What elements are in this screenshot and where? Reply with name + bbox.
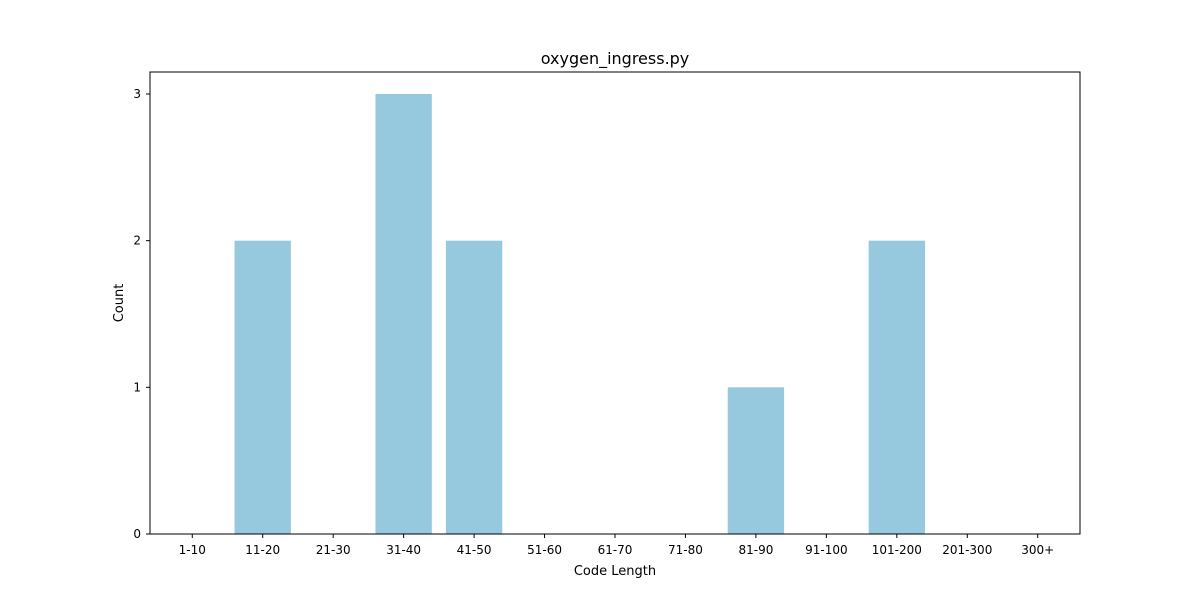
y-tick-label: 2: [133, 234, 141, 248]
bar-81-90: [727, 387, 785, 534]
plot-frame: [149, 71, 1081, 535]
y-tick-label: 1: [133, 380, 141, 394]
x-tick-label: 31-40: [386, 543, 421, 557]
y-axis-ticks: 0 1 2 3: [133, 87, 150, 541]
x-axis-label: Code Length: [574, 564, 656, 579]
bars: [234, 94, 925, 534]
x-tick-label: 71-80: [668, 543, 703, 557]
x-tick-label: 300+: [1021, 543, 1054, 557]
y-tick-label: 0: [133, 527, 141, 541]
x-tick-label: 101-200: [872, 543, 922, 557]
y-axis-label: Count: [112, 284, 127, 323]
x-axis-ticks: 1-10 11-20 21-30 31-40 41-50 51-60 61-70 71-80 8…: [179, 534, 1054, 557]
x-tick-label: 41-50: [457, 543, 492, 557]
x-tick-label: 11-20: [245, 543, 280, 557]
x-tick-label: 91-100: [805, 543, 848, 557]
y-tick-label: 3: [133, 87, 141, 101]
x-tick-label: 51-60: [527, 543, 562, 557]
x-tick-label: 21-30: [316, 543, 351, 557]
bar-31-40: [375, 94, 432, 534]
x-tick-label: 1-10: [179, 543, 206, 557]
bar-11-20: [234, 240, 291, 534]
x-tick-label: 61-70: [598, 543, 633, 557]
bar-101-200: [868, 240, 925, 534]
x-tick-label: 201-300: [942, 543, 992, 557]
bar-41-50: [445, 240, 503, 534]
chart-title: oxygen_ingress.py: [541, 49, 690, 69]
x-tick-label: 81-90: [738, 543, 773, 557]
